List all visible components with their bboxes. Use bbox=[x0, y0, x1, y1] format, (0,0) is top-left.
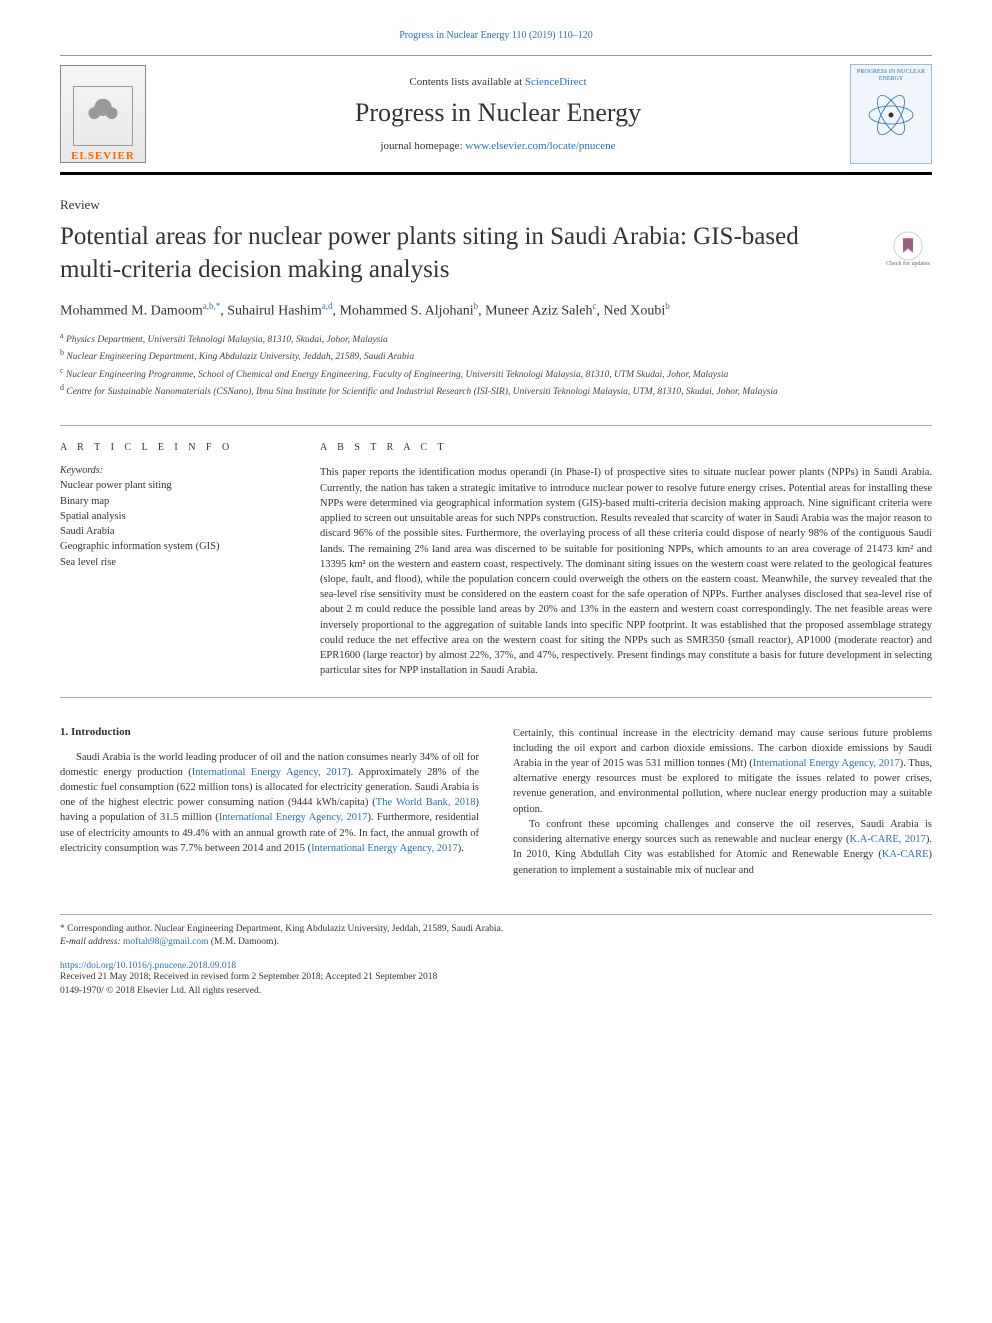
footer: * Corresponding author. Nuclear Engineer… bbox=[60, 914, 932, 998]
elsevier-wordmark: ELSEVIER bbox=[71, 150, 135, 162]
cover-title: PROGRESS IN NUCLEAR ENERGY bbox=[855, 69, 927, 82]
article-title: Potential areas for nuclear power plants… bbox=[60, 221, 864, 286]
journal-header: ELSEVIER Contents lists available at Sci… bbox=[60, 55, 932, 175]
corresponding-author: * Corresponding author. Nuclear Engineer… bbox=[60, 923, 932, 950]
homepage-prefix: journal homepage: bbox=[380, 140, 465, 152]
article-info: A R T I C L E I N F O Keywords: Nuclear … bbox=[60, 442, 280, 678]
corresponding-text: * Corresponding author. Nuclear Engineer… bbox=[60, 924, 503, 934]
affiliations: a Physics Department, Universiti Teknolo… bbox=[60, 330, 932, 400]
article-type: Review bbox=[60, 197, 932, 213]
header-center: Contents lists available at ScienceDirec… bbox=[146, 76, 850, 152]
body-col-right: Certainly, this continual increase in th… bbox=[513, 726, 932, 878]
contents-line: Contents lists available at ScienceDirec… bbox=[166, 76, 830, 88]
contents-prefix: Contents lists available at bbox=[409, 76, 524, 88]
body-columns: 1. Introduction Saudi Arabia is the worl… bbox=[60, 726, 932, 878]
copyright: 0149-1970/ © 2018 Elsevier Ltd. All righ… bbox=[60, 985, 932, 998]
email-label: E-mail address: bbox=[60, 937, 123, 947]
keywords-list: Nuclear power plant sitingBinary mapSpat… bbox=[60, 478, 280, 569]
abstract: A B S T R A C T This paper reports the i… bbox=[320, 442, 932, 678]
abstract-text: This paper reports the identification mo… bbox=[320, 465, 932, 678]
abstract-head: A B S T R A C T bbox=[320, 442, 932, 453]
body-col-left: 1. Introduction Saudi Arabia is the worl… bbox=[60, 726, 479, 878]
authors: Mohammed M. Damooma,b,*, Suhairul Hashim… bbox=[60, 300, 932, 322]
intro-para-right-1: Certainly, this continual increase in th… bbox=[513, 726, 932, 817]
intro-para-right-2: To confront these upcoming challenges an… bbox=[513, 817, 932, 878]
check-updates-badge[interactable]: Check for updates bbox=[884, 225, 932, 273]
homepage-line: journal homepage: www.elsevier.com/locat… bbox=[166, 140, 830, 152]
intro-para-left: Saudi Arabia is the world leading produc… bbox=[60, 750, 479, 857]
intro-heading: 1. Introduction bbox=[60, 726, 479, 738]
doi-link[interactable]: https://doi.org/10.1016/j.pnucene.2018.0… bbox=[60, 961, 932, 971]
bookmark-icon bbox=[893, 231, 923, 261]
elsevier-logo[interactable]: ELSEVIER bbox=[60, 65, 146, 163]
homepage-link[interactable]: www.elsevier.com/locate/pnucene bbox=[465, 140, 615, 152]
atom-icon bbox=[866, 90, 916, 140]
sciencedirect-link[interactable]: ScienceDirect bbox=[525, 76, 587, 88]
article-info-head: A R T I C L E I N F O bbox=[60, 442, 280, 453]
issue-citation[interactable]: Progress in Nuclear Energy 110 (2019) 11… bbox=[60, 30, 932, 41]
email-link[interactable]: moftah98@gmail.com bbox=[123, 937, 209, 947]
keywords-label: Keywords: bbox=[60, 465, 280, 476]
email-suffix: (M.M. Damoom). bbox=[209, 937, 279, 947]
elsevier-tree-icon bbox=[73, 86, 133, 146]
journal-cover[interactable]: PROGRESS IN NUCLEAR ENERGY bbox=[850, 64, 932, 164]
received-dates: Received 21 May 2018; Received in revise… bbox=[60, 971, 932, 984]
check-updates-label: Check for updates bbox=[886, 261, 930, 267]
journal-name: Progress in Nuclear Energy bbox=[166, 98, 830, 128]
